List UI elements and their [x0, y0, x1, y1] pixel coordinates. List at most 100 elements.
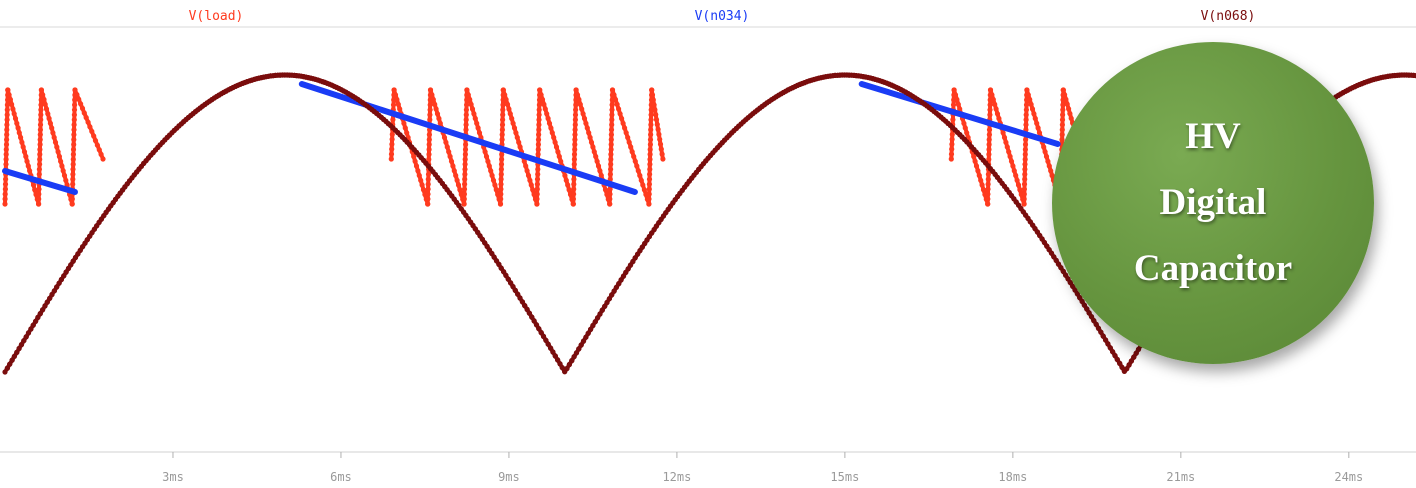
data-point [94, 142, 100, 148]
x-tick-label: 12ms [662, 470, 691, 484]
data-point [74, 92, 80, 98]
data-point [492, 182, 498, 188]
data-point [54, 284, 60, 290]
data-point [12, 115, 19, 122]
data-point [571, 151, 578, 157]
data-point [1110, 349, 1116, 355]
data-point [609, 112, 615, 118]
data-point [38, 102, 44, 108]
data-point [524, 306, 530, 312]
data-point [986, 141, 992, 148]
data-point [593, 153, 599, 160]
data-point [4, 112, 10, 118]
data-point [534, 181, 541, 187]
data-point [498, 191, 504, 197]
data-point [500, 102, 506, 108]
data-point [552, 353, 558, 359]
data-point [389, 141, 395, 147]
data-point [640, 182, 646, 188]
data-point [585, 330, 591, 336]
data-point [595, 315, 601, 321]
data-point [79, 105, 86, 111]
data-point [462, 156, 468, 162]
data-point [586, 130, 592, 136]
data-point [614, 101, 620, 107]
data-point [973, 163, 980, 169]
data-point [49, 125, 55, 131]
data-point [543, 337, 549, 343]
data-point [637, 172, 643, 179]
data-point [418, 177, 424, 183]
legend-entry: V(load) [189, 9, 244, 24]
data-point [71, 127, 77, 133]
data-point [949, 136, 955, 142]
data-point [471, 111, 477, 117]
data-point [647, 137, 654, 143]
data-point [609, 122, 615, 128]
data-point [608, 156, 614, 162]
data-point [56, 280, 62, 286]
data-point [617, 111, 623, 117]
data-point [608, 127, 615, 133]
data-point [607, 201, 613, 207]
data-point [1098, 329, 1104, 335]
data-point [1022, 171, 1028, 177]
data-point [571, 161, 577, 167]
data-point [508, 280, 514, 286]
data-point [550, 349, 556, 355]
data-point [655, 126, 661, 132]
data-point [573, 102, 579, 108]
data-point [2, 191, 8, 197]
data-point [3, 141, 10, 148]
data-point [463, 141, 469, 148]
data-point [1119, 364, 1125, 370]
data-point [536, 107, 542, 113]
data-point [24, 158, 30, 164]
data-point [534, 176, 541, 182]
data-point [500, 87, 506, 93]
data-point [607, 186, 613, 192]
data-point [3, 161, 9, 167]
data-point [426, 141, 432, 148]
data-point [652, 107, 658, 113]
data-point [580, 111, 586, 117]
data-point [503, 96, 509, 103]
data-point [1060, 87, 1066, 93]
data-point [986, 146, 992, 153]
data-point [499, 132, 505, 138]
data-point [657, 136, 663, 142]
data-point [987, 107, 993, 113]
data-point [1093, 321, 1099, 327]
data-point [465, 92, 471, 98]
data-point [1021, 186, 1027, 192]
data-point [987, 112, 993, 118]
data-point [1007, 153, 1013, 160]
data-point [463, 112, 469, 118]
data-point [597, 311, 603, 317]
data-point [36, 186, 42, 192]
data-point [549, 130, 555, 136]
data-point [41, 96, 47, 103]
data-point [464, 87, 470, 93]
data-point [461, 191, 467, 197]
data-point [619, 115, 625, 122]
data-point [397, 106, 403, 112]
data-point [416, 172, 422, 179]
data-point [443, 139, 449, 145]
data-point [463, 127, 469, 133]
data-point [948, 151, 955, 157]
data-point [608, 132, 615, 138]
data-point [426, 146, 432, 153]
data-point [526, 310, 533, 316]
data-point [37, 141, 43, 148]
data-point [425, 201, 431, 207]
data-point [1023, 122, 1029, 128]
data-point [1081, 302, 1087, 308]
data-point [7, 96, 13, 103]
data-point [553, 144, 560, 150]
data-point [461, 186, 468, 192]
data-point [985, 191, 991, 197]
data-point [541, 101, 547, 107]
data-point [571, 186, 577, 192]
data-point [426, 151, 432, 157]
